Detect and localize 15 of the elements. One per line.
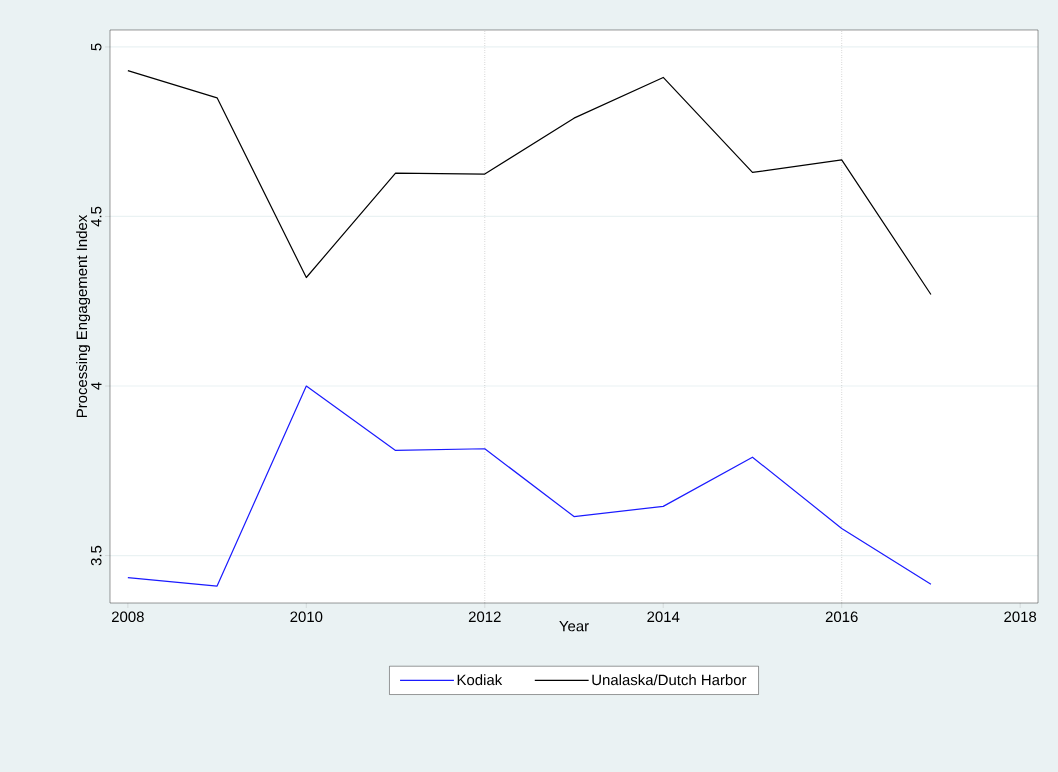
- x-tick-label: 2010: [290, 611, 323, 623]
- x-tick-label: 2018: [1004, 611, 1037, 623]
- x-tick-label: 2016: [825, 611, 858, 623]
- legend-label: Kodiak: [457, 674, 503, 686]
- y-tick-label: 3.5: [90, 545, 102, 566]
- y-axis-title: Processing Engagement Index: [76, 214, 91, 418]
- legend-label: Unalaska/Dutch Harbor: [592, 674, 747, 686]
- x-tick-label: 2012: [468, 611, 501, 623]
- y-tick-label: 5: [91, 43, 102, 51]
- x-tick-label: 2014: [647, 611, 680, 623]
- x-tick-label: 2008: [111, 611, 144, 623]
- x-axis-title: Year: [559, 620, 589, 632]
- line-series: [127, 385, 932, 587]
- y-tick-label: 4.5: [91, 206, 102, 227]
- y-tick-label: 4: [91, 382, 102, 390]
